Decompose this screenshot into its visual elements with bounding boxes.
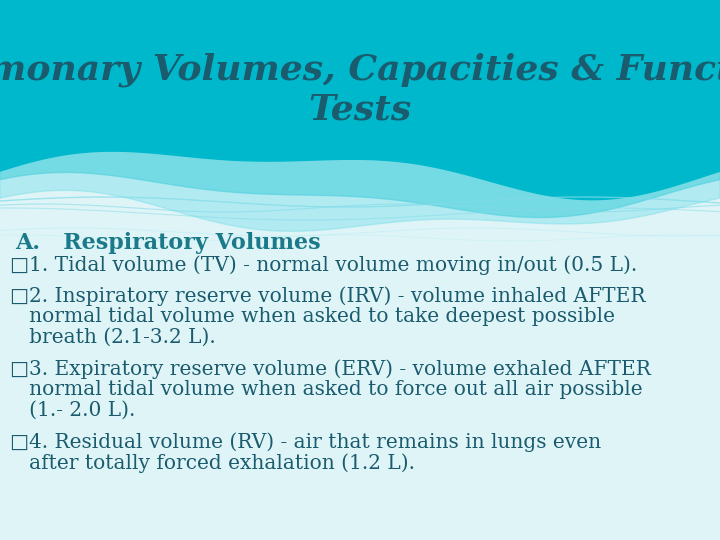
Text: Pulmonary Volumes, Capacities & Function: Pulmonary Volumes, Capacities & Function [0,53,720,87]
Text: normal tidal volume when asked to take deepest possible: normal tidal volume when asked to take d… [10,307,615,326]
Polygon shape [0,0,720,200]
Text: normal tidal volume when asked to force out all air possible: normal tidal volume when asked to force … [10,380,643,399]
Text: (1.- 2.0 L).: (1.- 2.0 L). [10,401,135,420]
Text: Tests: Tests [308,93,412,127]
Text: □1. Tidal volume (TV) - normal volume moving in/out (0.5 L).: □1. Tidal volume (TV) - normal volume mo… [10,255,637,275]
Text: breath (2.1-3.2 L).: breath (2.1-3.2 L). [10,328,216,347]
Text: □4. Residual volume (RV) - air that remains in lungs even: □4. Residual volume (RV) - air that rema… [10,432,601,451]
Text: A.   Respiratory Volumes: A. Respiratory Volumes [15,232,320,254]
Text: □3. Expiratory reserve volume (ERV) - volume exhaled AFTER: □3. Expiratory reserve volume (ERV) - vo… [10,359,651,379]
Polygon shape [0,0,720,231]
Text: □2. Inspiratory reserve volume (IRV) - volume inhaled AFTER: □2. Inspiratory reserve volume (IRV) - v… [10,286,646,306]
Polygon shape [0,0,720,218]
Text: after totally forced exhalation (1.2 L).: after totally forced exhalation (1.2 L). [10,453,415,472]
